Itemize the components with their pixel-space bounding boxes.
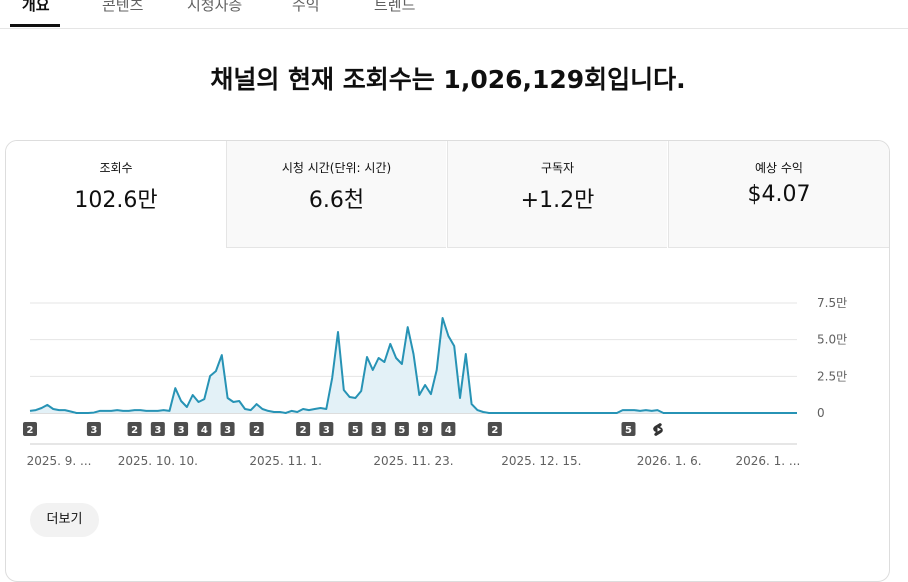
upload-marker: [127, 422, 142, 436]
y-tick-label: 2.5만: [817, 369, 847, 383]
upload-marker: [23, 422, 37, 436]
upload-marker: [319, 422, 334, 436]
upload-marker: [487, 422, 502, 436]
metric-label: 구독자: [540, 161, 575, 175]
metric-tab[interactable]: 예상 수익 $4.07: [668, 141, 889, 248]
upload-marker: [197, 422, 212, 436]
upload-count: 2: [27, 425, 34, 436]
metric-value: 6.6천: [308, 188, 365, 213]
upload-marker: [348, 422, 363, 436]
x-tick-label: 2026. 1. ...: [736, 454, 801, 468]
analytics-card: 조회수 102.6만 시청 시간(단위: 시간) 6.6천 구독자 +1.2만 …: [5, 140, 890, 582]
tab[interactable]: 시청자층: [187, 0, 243, 14]
upload-marker: [86, 422, 101, 436]
area: [30, 318, 797, 413]
upload-count: 5: [398, 425, 405, 436]
upload-marker: [418, 422, 433, 436]
upload-count: 5: [352, 425, 359, 436]
x-tick-label: 2025. 12. 15.: [501, 454, 581, 468]
upload-count: 3: [323, 425, 330, 436]
tab-underline: [10, 24, 60, 27]
upload-marker: [621, 422, 636, 436]
upload-count: 2: [131, 425, 138, 436]
shorts-icon: [653, 423, 663, 436]
upload-count: 3: [224, 425, 231, 436]
upload-marker: [371, 422, 386, 436]
metric-value: $4.07: [747, 182, 811, 207]
upload-count: 4: [201, 425, 208, 436]
upload-count: 3: [154, 425, 161, 436]
upload-marker: [394, 422, 409, 436]
x-tick-label: 2025. 11. 1.: [249, 454, 322, 468]
upload-count: 9: [422, 425, 429, 436]
line: [29, 317, 797, 414]
metric-value: 102.6만: [74, 188, 158, 213]
x-tick-label: 2025. 11. 23.: [373, 454, 453, 468]
upload-marker: [296, 422, 311, 436]
upload-marker: [150, 422, 165, 436]
upload-count: 5: [625, 425, 632, 436]
more-button[interactable]: 더보기: [30, 503, 99, 537]
tab-bar: 개요 콘텐츠 시청자층 수익 트렌드: [0, 0, 908, 29]
upload-count: 4: [445, 425, 452, 436]
y-tick-label: 7.5만: [817, 296, 847, 310]
x-tick-label: 2025. 10. 10.: [118, 454, 198, 468]
tab[interactable]: 콘텐츠: [102, 0, 144, 14]
x-tick-label: 2026. 1. 6.: [637, 454, 702, 468]
upload-count: 3: [178, 425, 185, 436]
upload-count: 3: [375, 425, 382, 436]
metric-label: 예상 수익: [755, 161, 803, 175]
chart: 0 2.5만 5.0만 7.5만 2025. 9. ... 2025. 10. 10. 20…: [23, 296, 847, 468]
tab[interactable]: 트렌드: [374, 0, 416, 14]
upload-count: 2: [253, 425, 260, 436]
tab[interactable]: 수익: [292, 0, 320, 14]
upload-marker: [174, 422, 189, 436]
metric-label: 시청 시간(단위: 시간): [281, 161, 392, 175]
upload-count: 2: [491, 425, 498, 436]
upload-marker: [249, 422, 264, 436]
y-tick-label: 0: [817, 406, 825, 420]
metric-tab[interactable]: 조회수 102.6만: [6, 141, 226, 248]
metric-tab[interactable]: 시청 시간(단위: 시간) 6.6천: [226, 141, 446, 248]
upload-count: 3: [90, 425, 97, 436]
upload-count: 2: [300, 425, 307, 436]
metric-tab[interactable]: 구독자 +1.2만: [447, 141, 667, 248]
headline: 채널의 현재 조회수는 1,026,129회입니다.: [210, 65, 686, 94]
metric-value: +1.2만: [520, 188, 595, 213]
upload-marker: [441, 422, 456, 436]
metric-label: 조회수: [99, 161, 133, 175]
tab[interactable]: 개요: [22, 0, 50, 14]
x-tick-label: 2025. 9. ...: [27, 454, 92, 468]
y-tick-label: 5.0만: [817, 333, 847, 347]
upload-marker: [220, 422, 235, 436]
